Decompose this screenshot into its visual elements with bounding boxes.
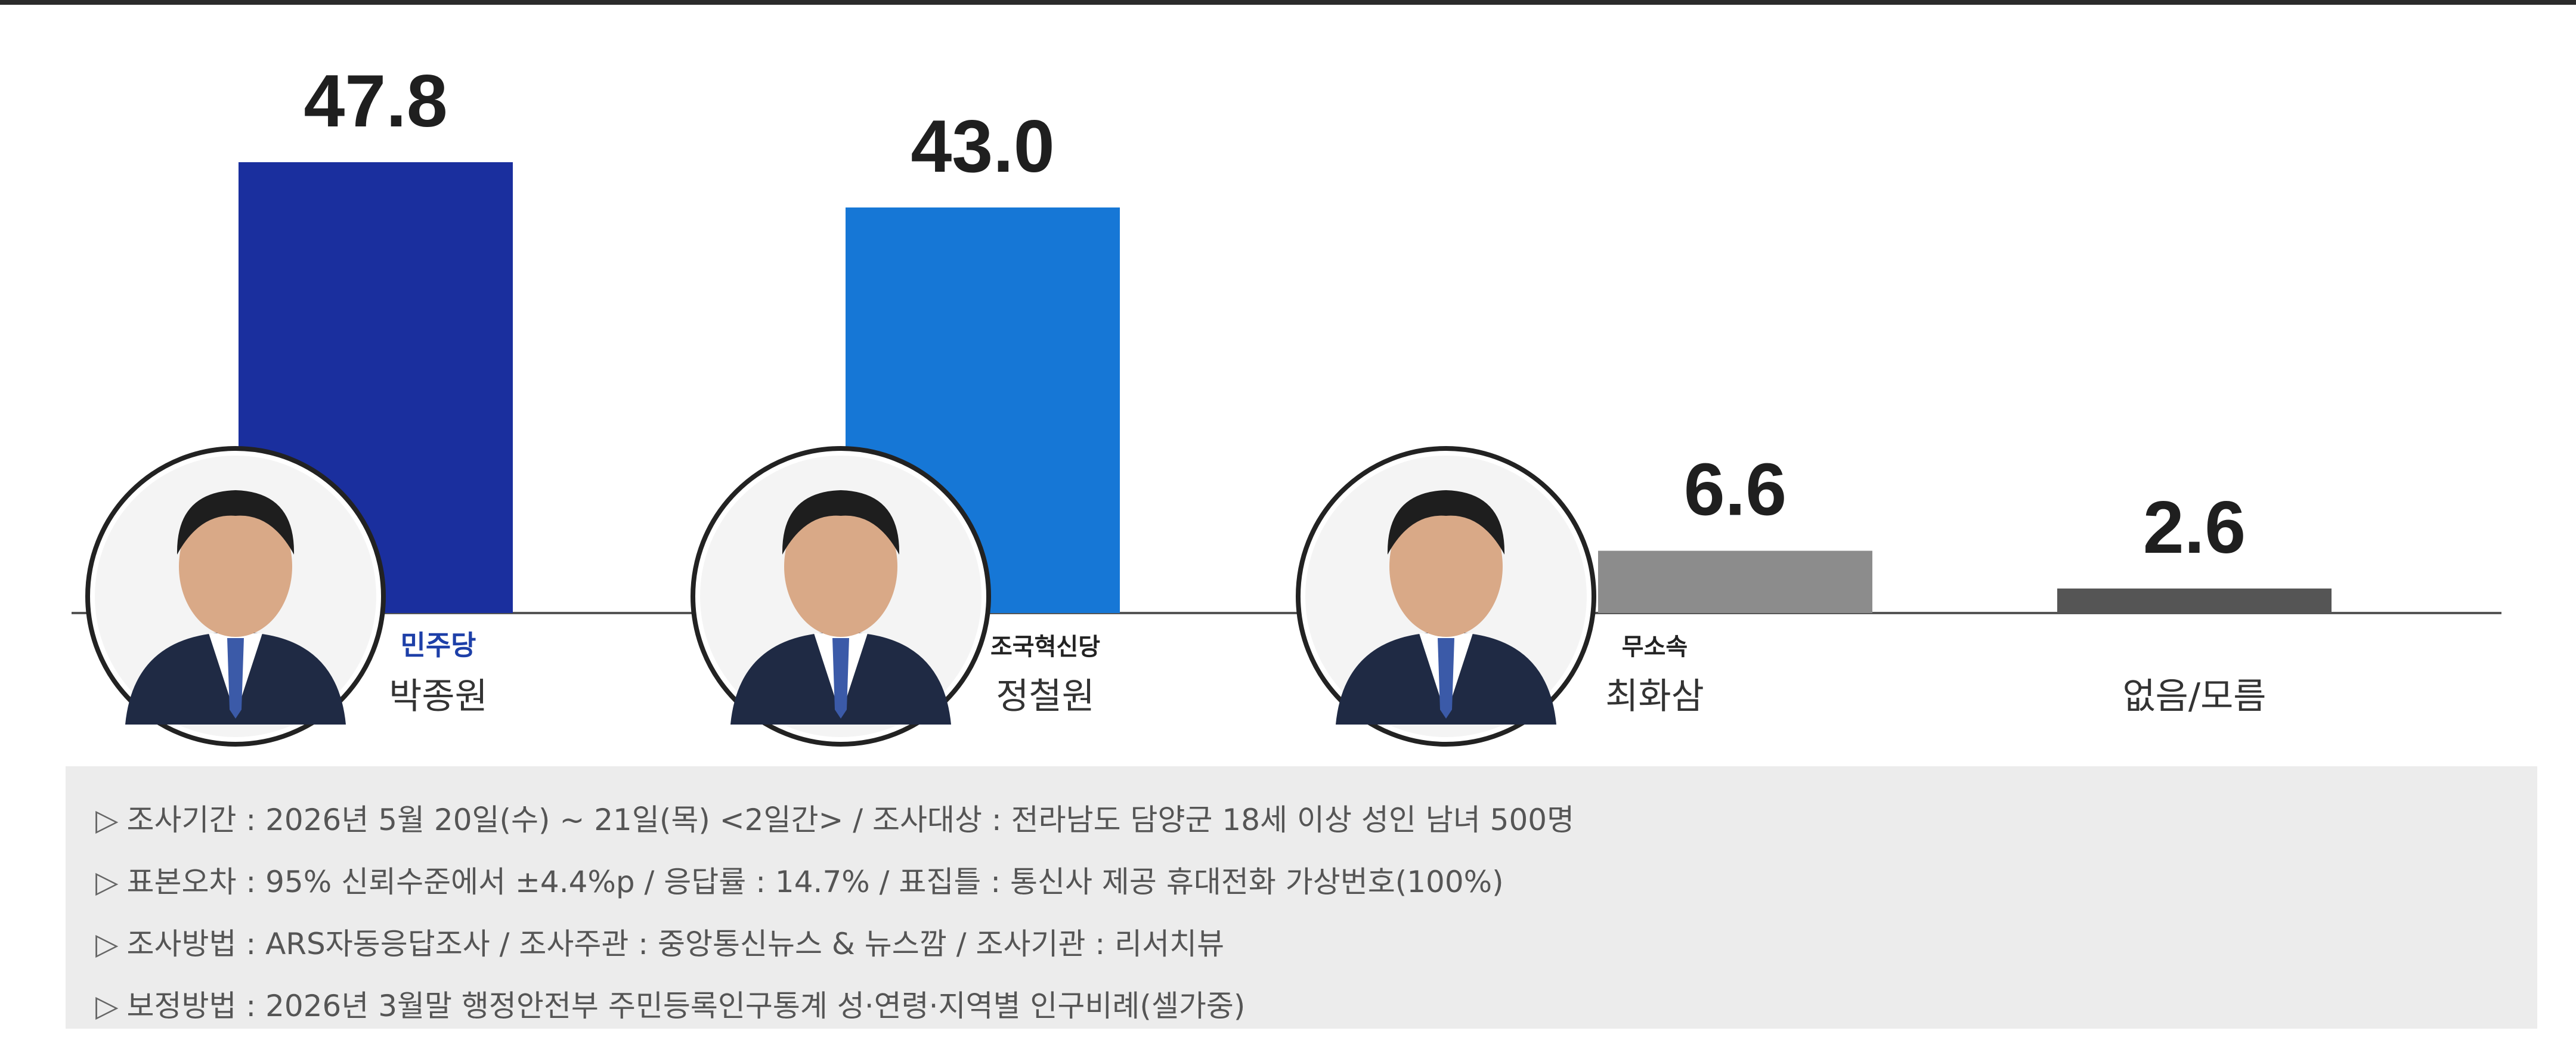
survey-notes: ▷ 조사기간 : 2026년 5월 20일(수) ~ 21일(목) <2일간> /… — [66, 766, 2537, 1029]
party-label-1: 조국혁신당 — [990, 633, 1100, 661]
category-label-2: 최화삼 — [1605, 676, 1704, 717]
note-sampling-error: ▷ 표본오차 : 95% 신뢰수준에서 ±4.4%p / 응답률 : 14.7% … — [95, 851, 2537, 913]
triangle-icon: ▷ — [95, 989, 119, 1023]
category-label-1: 정철원 — [996, 676, 1095, 717]
top-rule — [0, 0, 2576, 5]
category-label-0: 박종원 — [389, 676, 488, 717]
value-label-0: 47.8 — [304, 60, 447, 143]
value-label-2: 6.6 — [1684, 449, 1787, 531]
triangle-icon: ▷ — [95, 927, 119, 961]
person-tie-icon — [832, 638, 849, 719]
bar-3 — [2057, 588, 2332, 613]
person-face-icon — [1389, 496, 1503, 637]
triangle-icon: ▷ — [95, 803, 119, 837]
note-text: 조사방법 : ARS자동응답조사 / 조사주관 : 중앙통신뉴스 & 뉴스깜 /… — [126, 927, 1225, 961]
value-label-3: 2.6 — [2143, 487, 2246, 569]
party-label-2: 무소속 — [1622, 633, 1688, 661]
triangle-icon: ▷ — [95, 865, 119, 899]
category-label-3: 없음/모름 — [2122, 676, 2266, 717]
value-label-1: 43.0 — [911, 106, 1054, 188]
person-hair-icon — [1387, 490, 1505, 555]
person-tie-icon — [1438, 638, 1454, 719]
person-tie-icon — [227, 638, 244, 719]
note-text: 보정방법 : 2026년 3월말 행정안전부 주민등록인구통계 성·연령·지역별… — [126, 989, 1246, 1023]
note-weighting: ▷ 보정방법 : 2026년 3월말 행정안전부 주민등록인구통계 성·연령·지역… — [95, 975, 2537, 1037]
person-hair-icon — [177, 490, 295, 555]
party-label-0: 민주당 — [401, 629, 476, 661]
note-text: 표본오차 : 95% 신뢰수준에서 ±4.4%p / 응답률 : 14.7% /… — [126, 865, 1504, 899]
bar-2 — [1598, 550, 1872, 613]
person-face-icon — [784, 496, 897, 637]
person-hair-icon — [782, 490, 900, 555]
note-survey-method: ▷ 조사방법 : ARS자동응답조사 / 조사주관 : 중앙통신뉴스 & 뉴스깜 … — [95, 913, 2537, 975]
note-text: 조사기간 : 2026년 5월 20일(수) ~ 21일(목) <2일간> / … — [126, 803, 1575, 837]
person-face-icon — [179, 496, 292, 637]
note-survey-period: ▷ 조사기간 : 2026년 5월 20일(수) ~ 21일(목) <2일간> /… — [95, 789, 2537, 851]
